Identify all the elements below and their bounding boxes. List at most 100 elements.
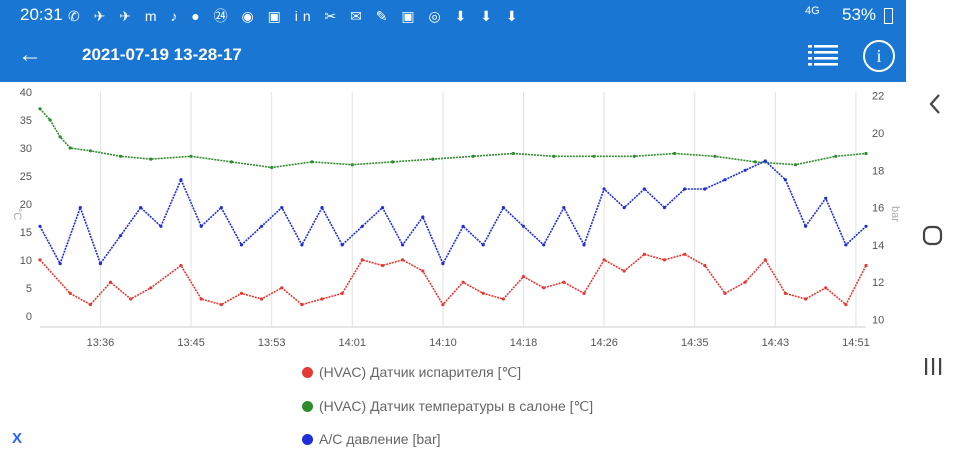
nav-recents-icon[interactable]: [924, 356, 942, 378]
status-bar: 20:31 ✆ ✈ ✈ m ♪ ● ㉔ ◉ ▣ in ✂ ✉ ✎ ▣ ◎ ⬇ ⬇…: [0, 0, 906, 30]
y-left-tick-label: 40: [20, 87, 32, 99]
data-point-series-2: [703, 187, 707, 191]
data-point-series-2: [763, 159, 767, 163]
data-point-series-0: [68, 291, 72, 295]
y-right-tick-label: 16: [872, 203, 884, 215]
status-time: 20:31: [20, 5, 63, 24]
series-line-0: [39, 253, 867, 306]
legend-blue-dot: [302, 434, 313, 445]
battery-icon: [884, 8, 893, 24]
y-right-tick-label: 10: [872, 315, 884, 327]
info-icon[interactable]: i: [863, 40, 895, 72]
legend-green-dot: [302, 401, 313, 412]
data-point-series-2: [320, 206, 324, 210]
data-point-series-0: [340, 291, 344, 295]
y-left-tick-label: 0: [26, 311, 32, 323]
back-arrow-icon[interactable]: ←: [18, 41, 42, 68]
series-line-2: [39, 160, 867, 265]
legend-label-cabin-temp: (HVAC) Датчик температуры в салоне [℃]: [319, 398, 594, 414]
data-point-series-0: [824, 286, 828, 290]
data-point-series-1: [713, 154, 717, 158]
data-point-series-0: [642, 252, 647, 256]
y-right-tick-label: 22: [872, 91, 884, 103]
data-point-series-0: [401, 258, 405, 262]
app-bar: ← 2021-07-19 13-28-17 i: [0, 30, 906, 82]
nav-home-icon[interactable]: [922, 225, 944, 247]
data-point-series-0: [723, 291, 727, 295]
data-point-series-0: [199, 297, 203, 301]
notification-icons: ✆ ✈ ✈ m ♪ ● ㉔ ◉ ▣ in ✂ ✉ ✎ ▣ ◎ ⬇ ⬇ ⬇: [68, 8, 523, 24]
data-point-series-2: [119, 234, 123, 238]
nav-back-icon[interactable]: [928, 93, 942, 115]
x-tick-label: 14:01: [339, 337, 367, 349]
data-point-series-2: [300, 243, 304, 247]
x-tick-label: 14:35: [681, 337, 709, 349]
data-point-series-0: [521, 275, 526, 279]
y-left-tick-label: 15: [20, 227, 32, 239]
data-point-series-2: [864, 224, 868, 228]
data-point-series-0: [380, 263, 385, 268]
data-point-series-0: [280, 286, 284, 290]
battery-percentage: 53%: [842, 5, 877, 24]
legend-label-ac-pressure: A/C давление [bar]: [319, 431, 441, 447]
data-point-series-0: [108, 280, 113, 284]
data-point-series-1: [592, 154, 596, 158]
series-line-1: [39, 108, 867, 169]
x-tick-label: 13:36: [87, 337, 115, 349]
data-point-series-0: [441, 303, 445, 307]
data-point-series-0: [804, 297, 808, 301]
list-icon[interactable]: [808, 42, 838, 68]
data-point-series-0: [360, 258, 364, 262]
data-point-series-0: [763, 258, 767, 262]
y-left-tick-label: 35: [20, 115, 32, 127]
legend-red-dot: [302, 367, 313, 378]
y-right-tick-label: 14: [872, 240, 884, 252]
data-point-series-0: [683, 252, 687, 256]
data-point-series-1: [471, 154, 475, 158]
data-point-series-0: [300, 303, 304, 307]
data-point-series-0: [260, 297, 264, 301]
data-point-series-0: [562, 280, 566, 284]
data-point-series-1: [270, 165, 274, 170]
data-point-series-0: [844, 303, 848, 307]
data-point-series-2: [602, 187, 606, 191]
x-tick-label: 13:53: [258, 337, 286, 349]
data-point-series-2: [260, 224, 264, 228]
data-point-series-1: [58, 135, 62, 139]
data-point-series-0: [743, 280, 747, 284]
data-point-series-1: [119, 154, 123, 158]
data-point-series-0: [602, 258, 606, 262]
x-tick-label: 13:45: [177, 337, 205, 349]
data-point-series-0: [320, 297, 324, 301]
data-point-series-2: [139, 206, 143, 210]
data-point-series-2: [461, 224, 465, 228]
data-point-series-2: [98, 262, 102, 266]
close-button[interactable]: X: [12, 430, 23, 447]
legend-item-evaporator[interactable]: (HVAC) Датчик испарителя [℃]: [302, 364, 521, 381]
y-left-tick-label: 25: [20, 171, 32, 183]
data-point-series-2: [401, 243, 405, 247]
legend-item-ac-pressure[interactable]: A/C давление [bar]: [302, 431, 441, 447]
data-point-series-2: [340, 243, 344, 247]
legend-item-cabin-temp[interactable]: (HVAC) Датчик температуры в салоне [℃]: [302, 398, 593, 415]
data-point-series-1: [68, 146, 72, 150]
data-point-series-2: [844, 243, 848, 247]
data-point-series-2: [683, 187, 687, 191]
system-nav-bar: [906, 0, 960, 467]
data-point-series-1: [632, 154, 636, 158]
data-point-series-0: [239, 291, 244, 295]
y-right-tick-label: 18: [872, 165, 884, 177]
page-title: 2021-07-19 13-28-17: [82, 45, 242, 64]
data-point-series-2: [159, 224, 163, 228]
y-right-tick-label: 12: [872, 277, 884, 289]
data-point-series-2: [219, 206, 223, 210]
data-point-series-2: [481, 243, 485, 247]
data-point-series-2: [441, 262, 445, 266]
data-point-series-0: [703, 263, 707, 268]
y-left-axis-label: °C: [11, 208, 23, 220]
data-point-series-1: [834, 154, 838, 158]
y-right-tick-label: 20: [872, 128, 884, 140]
x-tick-label: 14:43: [762, 337, 790, 349]
y-left-tick-label: 10: [20, 255, 32, 267]
data-point-series-1: [552, 154, 556, 158]
